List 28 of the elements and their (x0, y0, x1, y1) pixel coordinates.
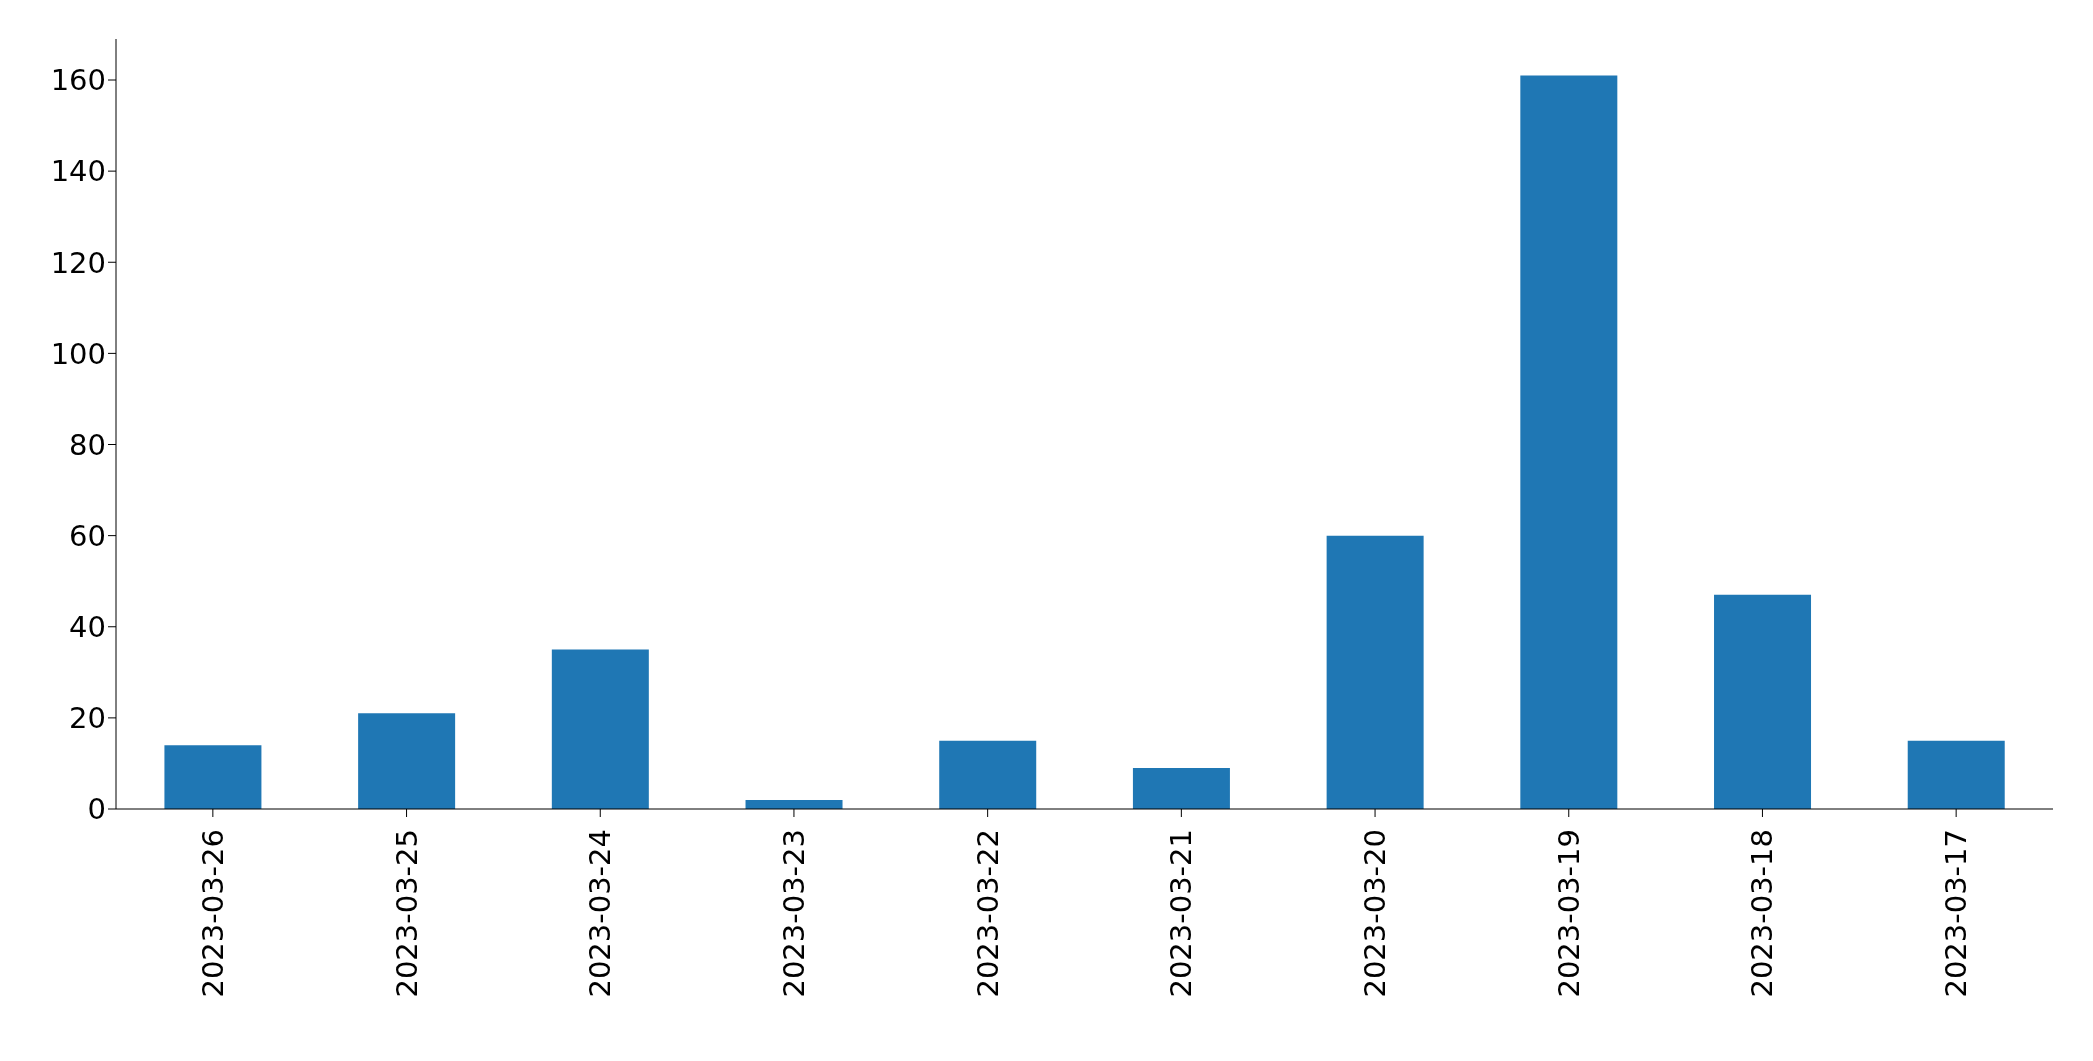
x-tick-label: 2023-03-17 (1939, 829, 1974, 998)
x-tick-label: 2023-03-18 (1745, 829, 1780, 998)
bar (551, 649, 649, 809)
y-tick-label: 20 (69, 701, 106, 736)
y-tick-label: 40 (69, 610, 106, 645)
x-tick-label: 2023-03-19 (1551, 829, 1586, 998)
bar (1326, 535, 1424, 809)
x-tick-label: 2023-03-21 (1164, 829, 1199, 998)
x-tick-label: 2023-03-23 (776, 829, 811, 998)
y-tick-label: 160 (50, 63, 106, 98)
bar (164, 745, 262, 809)
bar (939, 740, 1037, 809)
bar (1520, 75, 1618, 809)
y-tick-label: 80 (69, 427, 106, 462)
bar (1714, 594, 1812, 809)
x-tick-label: 2023-03-22 (970, 829, 1005, 998)
x-tick-label: 2023-03-24 (583, 829, 618, 998)
bar (1132, 767, 1230, 809)
x-tick-label: 2023-03-20 (1358, 829, 1393, 998)
y-tick-label: 100 (50, 336, 106, 371)
y-tick-label: 0 (87, 792, 106, 827)
bar (1907, 740, 2005, 809)
y-tick-label: 140 (50, 154, 106, 189)
x-tick-label: 2023-03-26 (195, 829, 230, 998)
bar (358, 713, 456, 809)
x-tick-label: 2023-03-25 (389, 829, 424, 998)
y-tick-label: 120 (50, 245, 106, 280)
y-tick-label: 60 (69, 518, 106, 553)
